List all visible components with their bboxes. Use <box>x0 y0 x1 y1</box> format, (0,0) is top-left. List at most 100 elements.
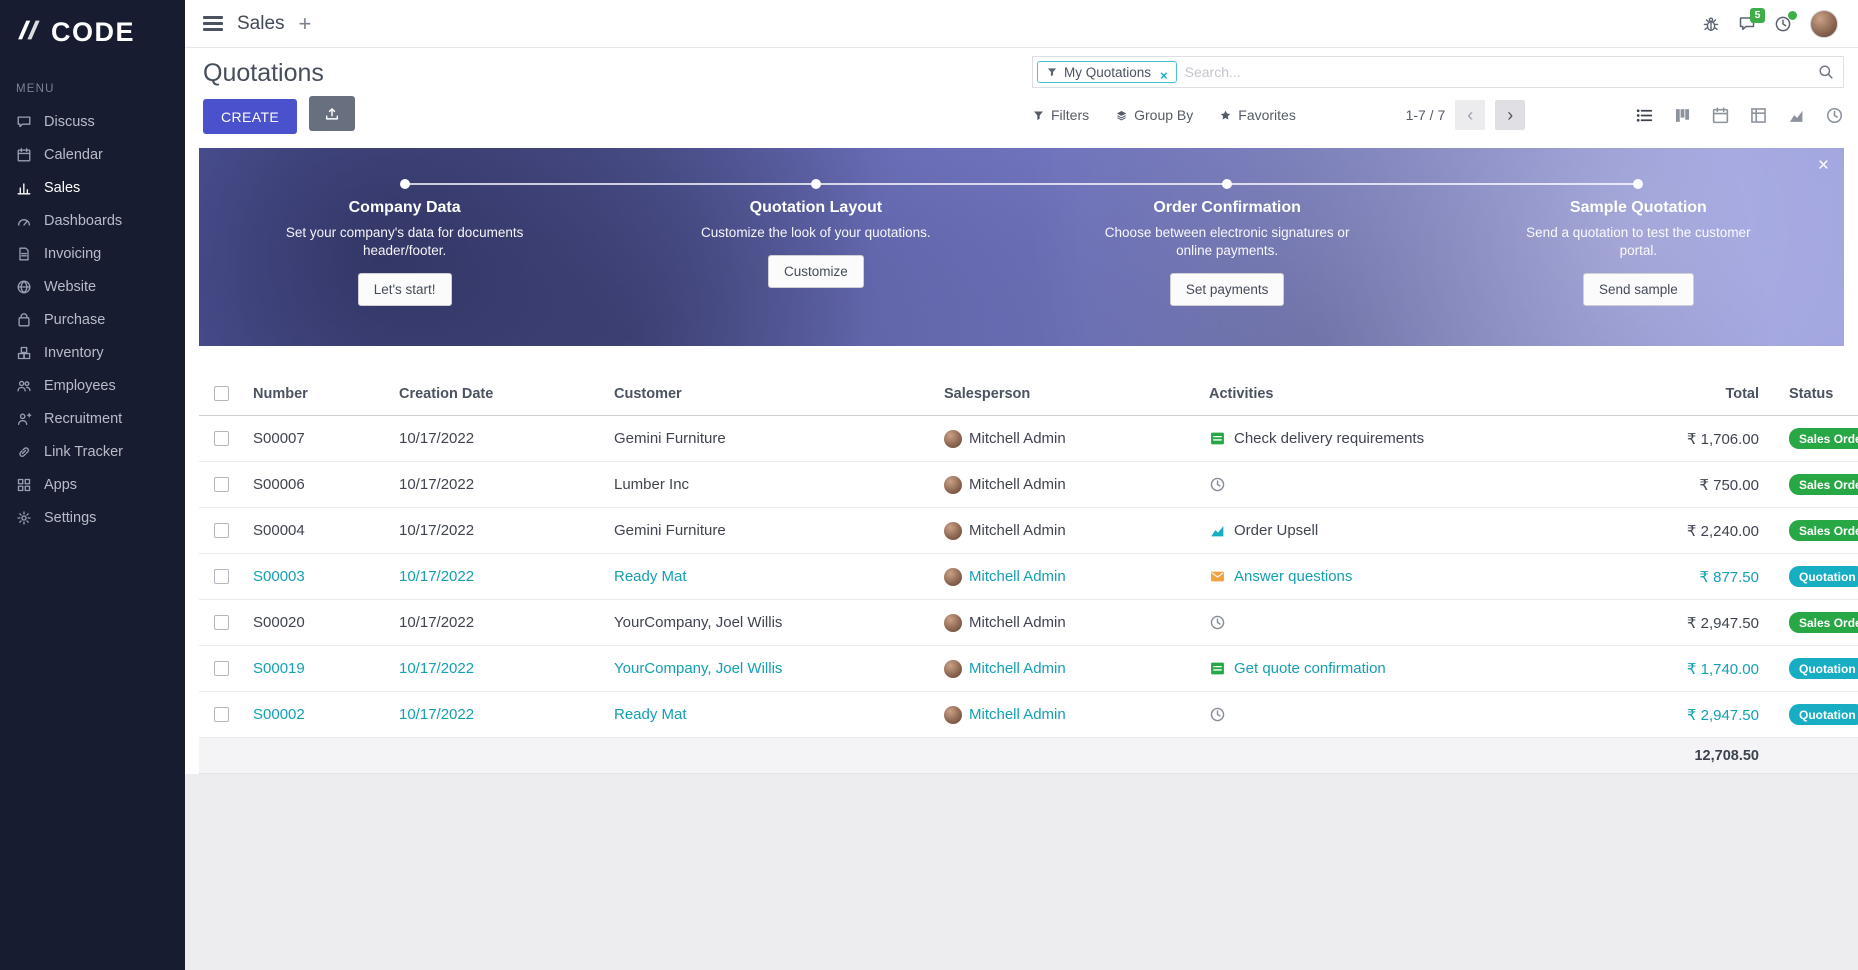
group-by-button[interactable]: Group By <box>1115 107 1193 123</box>
search-bar[interactable]: My Quotations × <box>1032 56 1844 88</box>
cell-activity[interactable]: Order Upsell <box>1209 522 1649 539</box>
table-row[interactable]: S00006 10/17/2022 Lumber Inc Mitchell Ad… <box>199 462 1858 508</box>
cell-creation-date: 10/17/2022 <box>399 568 475 585</box>
search-input[interactable] <box>1184 64 1818 80</box>
step-description: Customize the look of your quotations. <box>701 225 931 240</box>
sidebar-item-sales[interactable]: Sales <box>0 171 185 204</box>
cell-total: ₹ 2,240.00 <box>1686 522 1759 540</box>
row-checkbox[interactable] <box>199 431 243 446</box>
row-checkbox[interactable] <box>199 661 243 676</box>
cell-activity[interactable] <box>1209 614 1649 631</box>
chip-remove-icon[interactable]: × <box>1160 67 1168 83</box>
bug-icon[interactable] <box>1702 15 1720 33</box>
view-pivot-button[interactable] <box>1749 106 1768 125</box>
table-row[interactable]: S00020 10/17/2022 YourCompany, Joel Will… <box>199 600 1858 646</box>
search-icon[interactable] <box>1818 64 1834 80</box>
sidebar-item-label: Apps <box>44 476 78 493</box>
activity-label: Check delivery requirements <box>1234 430 1425 447</box>
sidebar-item-label: Website <box>44 278 97 295</box>
cell-salesperson: Mitchell Admin <box>944 475 1209 494</box>
activity-label: Answer questions <box>1234 568 1353 585</box>
app-logo: CODE <box>0 0 185 57</box>
sidebar-item-invoicing[interactable]: Invoicing <box>0 237 185 270</box>
view-list-button[interactable] <box>1635 106 1654 125</box>
status-badge: Sales Order <box>1789 428 1858 449</box>
pager-prev-button[interactable]: ‹ <box>1455 100 1486 130</box>
table-row[interactable]: S00004 10/17/2022 Gemini Furniture Mitch… <box>199 508 1858 554</box>
grid-icon <box>16 477 32 493</box>
content: Quotations My Quotations × CREATE <box>185 48 1858 970</box>
column-customer[interactable]: Customer <box>614 385 682 402</box>
sidebar-item-discuss[interactable]: Discuss <box>0 105 185 138</box>
sidebar-item-employees[interactable]: Employees <box>0 369 185 402</box>
favorites-button[interactable]: Favorites <box>1219 107 1296 123</box>
column-total[interactable]: Total <box>1725 385 1759 402</box>
step-action-button[interactable]: Let's start! <box>357 273 452 307</box>
table-row[interactable]: S00007 10/17/2022 Gemini Furniture Mitch… <box>199 416 1858 462</box>
onboarding-step: Quotation Layout Customize the look of y… <box>610 179 1021 306</box>
table-row[interactable]: S00019 10/17/2022 YourCompany, Joel Will… <box>199 646 1858 692</box>
sidebar-item-purchase[interactable]: Purchase <box>0 303 185 336</box>
people-icon <box>16 378 32 394</box>
column-status[interactable]: Status <box>1789 385 1834 402</box>
message-count-badge: 5 <box>1750 7 1765 23</box>
cell-creation-date: 10/17/2022 <box>399 476 475 493</box>
sidebar: CODE MENU Discuss Calendar Sales Dashboa… <box>0 0 185 970</box>
clock-icon <box>1209 614 1226 631</box>
gauge-icon <box>16 213 32 229</box>
cell-activity[interactable]: Get quote confirmation <box>1209 660 1649 677</box>
cell-number: S00003 <box>253 568 305 585</box>
user-avatar[interactable] <box>1810 9 1838 38</box>
filters-button[interactable]: Filters <box>1032 107 1089 123</box>
cell-activity[interactable] <box>1209 476 1649 493</box>
step-action-button[interactable]: Set payments <box>1169 273 1285 307</box>
column-salesperson[interactable]: Salesperson <box>944 385 1031 402</box>
cell-activity[interactable]: Answer questions <box>1209 568 1649 585</box>
messages-button[interactable]: 5 <box>1738 7 1765 33</box>
sidebar-item-apps[interactable]: Apps <box>0 468 185 501</box>
sidebar-item-website[interactable]: Website <box>0 270 185 303</box>
sidebar-item-calendar[interactable]: Calendar <box>0 138 185 171</box>
view-activity-button[interactable] <box>1825 106 1844 125</box>
view-graph-button[interactable] <box>1787 106 1806 125</box>
cell-activity[interactable] <box>1209 706 1649 723</box>
cell-number: S00020 <box>253 614 305 631</box>
upload-button[interactable] <box>308 96 355 131</box>
activity-label: Order Upsell <box>1234 522 1319 539</box>
row-checkbox[interactable] <box>199 569 243 584</box>
column-number[interactable]: Number <box>253 385 308 402</box>
row-checkbox[interactable] <box>199 615 243 630</box>
select-all-checkbox[interactable] <box>199 386 243 401</box>
add-tab-button[interactable]: + <box>298 10 312 36</box>
hamburger-menu-icon[interactable] <box>203 16 223 31</box>
step-action-button[interactable]: Send sample <box>1582 273 1694 307</box>
pager-range: 1-7 / 7 <box>1405 107 1446 123</box>
view-kanban-button[interactable] <box>1673 106 1692 125</box>
cell-total: ₹ 1,706.00 <box>1686 430 1759 448</box>
sidebar-item-dashboards[interactable]: Dashboards <box>0 204 185 237</box>
table-row[interactable]: S00003 10/17/2022 Ready Mat Mitchell Adm… <box>199 554 1858 600</box>
sidebar-item-link-tracker[interactable]: Link Tracker <box>0 435 185 468</box>
topbar: Sales + 5 <box>185 0 1858 48</box>
view-calendar-button[interactable] <box>1711 106 1730 125</box>
step-action-button[interactable]: Customize <box>767 255 864 289</box>
filter-chip[interactable]: My Quotations × <box>1037 61 1177 83</box>
banner-close-button[interactable]: × <box>1817 155 1829 176</box>
pager-next-button[interactable]: › <box>1495 100 1526 130</box>
boxes-icon <box>16 345 32 361</box>
sidebar-item-settings[interactable]: Settings <box>0 501 185 534</box>
row-checkbox[interactable] <box>199 477 243 492</box>
link-icon <box>16 444 32 460</box>
cell-salesperson: Mitchell Admin <box>944 659 1209 678</box>
row-checkbox[interactable] <box>199 707 243 722</box>
sidebar-item-recruitment[interactable]: Recruitment <box>0 402 185 435</box>
table-row[interactable]: S00002 10/17/2022 Ready Mat Mitchell Adm… <box>199 692 1858 738</box>
create-button[interactable]: CREATE <box>203 99 298 134</box>
column-activities[interactable]: Activities <box>1209 385 1274 402</box>
row-checkbox[interactable] <box>199 523 243 538</box>
sidebar-item-inventory[interactable]: Inventory <box>0 336 185 369</box>
activity-clock-button[interactable] <box>1774 10 1797 33</box>
column-creation-date[interactable]: Creation Date <box>399 385 494 402</box>
status-badge: Quotation Sent <box>1789 658 1858 679</box>
cell-activity[interactable]: Check delivery requirements <box>1209 430 1649 447</box>
